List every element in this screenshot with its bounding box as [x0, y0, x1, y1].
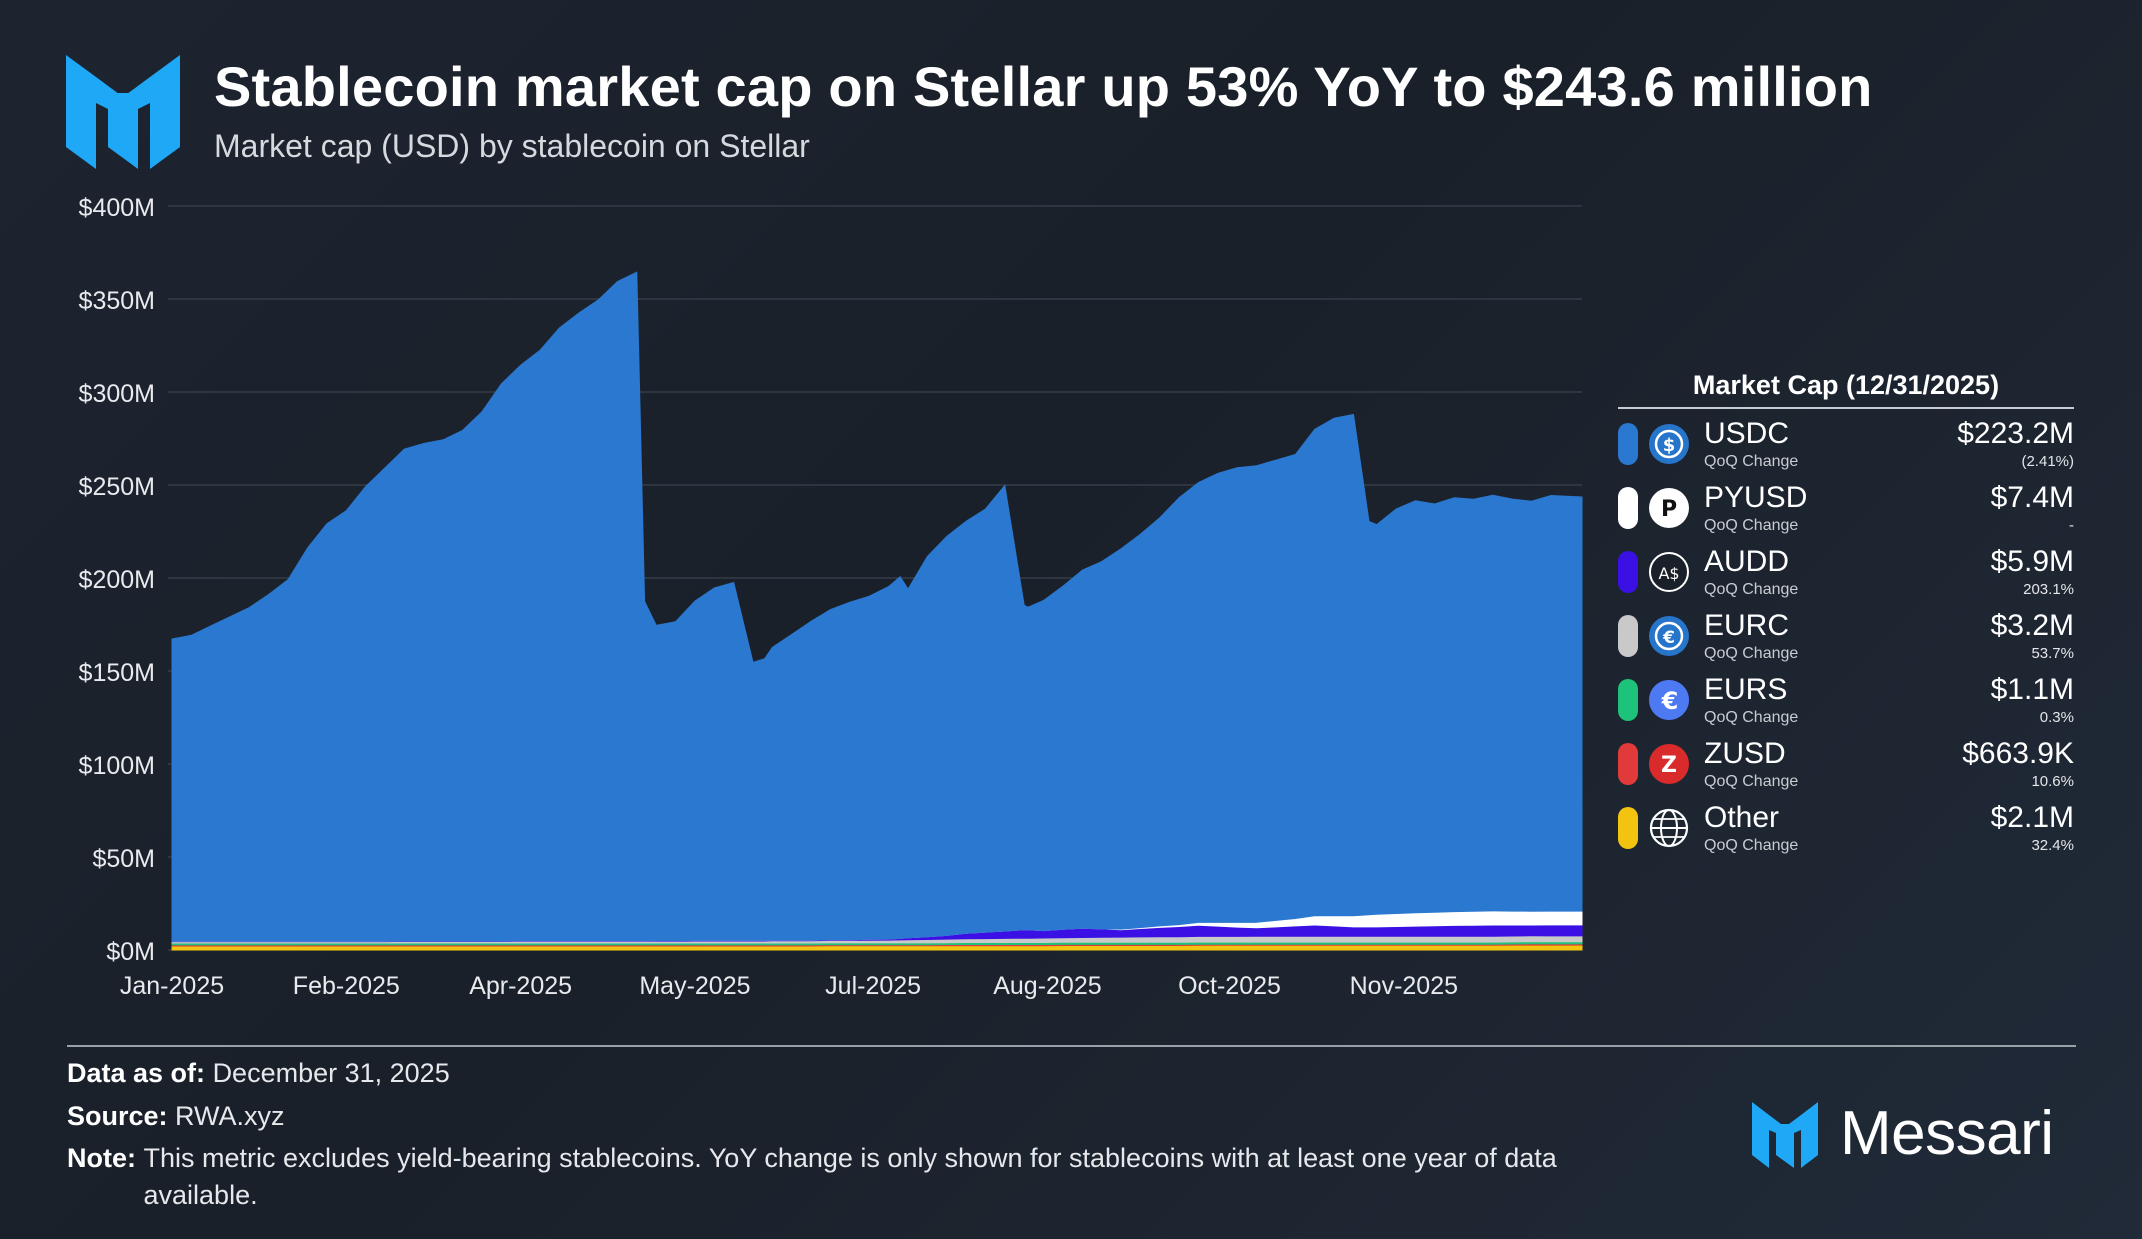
y-tick-label: $150M: [79, 659, 155, 687]
legend-swatch: [1618, 679, 1638, 721]
note: Note: This metric excludes yield-bearing…: [67, 1140, 1667, 1214]
legend-change: (2.41%): [2021, 453, 2074, 470]
legend-value: $5.9M: [1990, 545, 2074, 578]
y-tick-label: $200M: [79, 566, 155, 594]
y-tick-label: $0M: [106, 938, 155, 966]
area-series-other: [171, 945, 1583, 951]
legend-name: PYUSD: [1704, 481, 1808, 514]
legend-change: 53.7%: [2031, 645, 2074, 662]
legend-value: $223.2M: [1957, 417, 2074, 450]
y-tick-label: $300M: [79, 380, 155, 408]
legend-item-usdc: $ USDC QoQ Change $223.2M (2.41%): [1618, 409, 2074, 473]
legend-sub-label: QoQ Change: [1704, 517, 1799, 534]
source-value: RWA.xyz: [175, 1101, 285, 1131]
legend-sub-label: QoQ Change: [1704, 645, 1799, 662]
legend-item-eurc: € EURC QoQ Change $3.2M 53.7%: [1618, 601, 2074, 665]
svg-text:€: €: [1662, 628, 1675, 648]
legend-sub-label: QoQ Change: [1704, 453, 1799, 470]
legend-table: Market Cap (12/31/2025) $ USDC QoQ Change $…: [1618, 370, 2074, 857]
y-tick-label: $100M: [79, 752, 155, 780]
legend-name: AUDD: [1704, 545, 1790, 578]
x-tick-label: Jul-2025: [825, 972, 921, 1000]
legend-swatch: [1618, 807, 1638, 849]
eurc-icon: €: [1648, 615, 1690, 657]
legend-change: 0.3%: [2039, 709, 2074, 726]
source: Source: RWA.xyz: [67, 1101, 285, 1132]
legend-name: ZUSD: [1704, 737, 1786, 770]
legend-swatch: [1618, 551, 1638, 593]
x-tick-label: Feb-2025: [293, 972, 400, 1000]
messari-logo-icon: [66, 55, 180, 169]
y-tick-label: $400M: [79, 194, 155, 222]
x-tick-label: Nov-2025: [1350, 972, 1458, 1000]
globe-icon: [1648, 807, 1690, 849]
legend-value: $7.4M: [1990, 481, 2074, 514]
y-tick-label: $250M: [79, 473, 155, 501]
x-tick-label: Apr-2025: [469, 972, 572, 1000]
legend-item-pyusd: P PYUSD QoQ Change $7.4M -: [1618, 473, 2074, 537]
note-label: Note:: [67, 1143, 136, 1173]
audd-icon: A$: [1648, 551, 1690, 593]
legend-item-eurs: € EURS QoQ Change $1.1M 0.3%: [1618, 665, 2074, 729]
legend-swatch: [1618, 487, 1638, 529]
svg-text:P: P: [1661, 497, 1677, 522]
x-tick-label: May-2025: [639, 972, 750, 1000]
data-as-of-value: December 31, 2025: [212, 1058, 450, 1088]
legend-sub-label: QoQ Change: [1704, 581, 1799, 598]
legend-title: Market Cap (12/31/2025): [1618, 370, 2074, 409]
svg-text:$: $: [1663, 435, 1676, 456]
legend-change: 32.4%: [2031, 837, 2074, 854]
legend-rows: $ USDC QoQ Change $223.2M (2.41%) P PYUSD QoQ C…: [1618, 409, 2074, 857]
legend-value: $3.2M: [1990, 609, 2074, 642]
y-tick-label: $350M: [79, 287, 155, 315]
data-as-of-label: Data as of:: [67, 1058, 206, 1088]
brand-name: Messari: [1840, 1099, 2054, 1168]
legend-sub-label: QoQ Change: [1704, 837, 1799, 854]
svg-text:€: €: [1661, 687, 1679, 715]
stacked-area-chart: $0M $50M $100M $150M $200M $250M $300M $350M $40…: [79, 194, 1583, 1000]
legend-item-audd: A$ AUDD QoQ Change $5.9M 203.1%: [1618, 537, 2074, 601]
zusd-icon: Z: [1648, 743, 1690, 785]
note-text: This metric excludes yield-bearing stabl…: [143, 1143, 1557, 1210]
legend-swatch: [1618, 423, 1638, 465]
svg-text:Z: Z: [1661, 753, 1677, 778]
legend-swatch: [1618, 743, 1638, 785]
y-tick-label: $50M: [92, 845, 155, 873]
legend-change: 203.1%: [2023, 581, 2074, 598]
legend-sub-label: QoQ Change: [1704, 773, 1799, 790]
footer-divider: [1075, 1045, 2076, 1047]
legend-name: USDC: [1704, 417, 1790, 450]
chart-subtitle: Market cap (USD) by stablecoin on Stella…: [214, 128, 810, 164]
legend-name: EURC: [1704, 609, 1790, 642]
usdc-icon: $: [1648, 423, 1690, 465]
legend-value: $1.1M: [1990, 673, 2074, 706]
messari-brand-icon: [1752, 1102, 1818, 1168]
x-tick-label: Aug-2025: [993, 972, 1101, 1000]
x-tick-label: Oct-2025: [1178, 972, 1281, 1000]
svg-text:A$: A$: [1658, 564, 1679, 583]
legend-value: $2.1M: [1990, 801, 2074, 834]
source-label: Source:: [67, 1101, 168, 1131]
legend-item-zusd: Z ZUSD QoQ Change $663.9K 10.6%: [1618, 729, 2074, 793]
legend-swatch: [1618, 615, 1638, 657]
legend-change: -: [2069, 517, 2074, 534]
chart-title: Stablecoin market cap on Stellar up 53% …: [214, 55, 1873, 118]
footer-divider: [67, 1045, 1075, 1047]
legend-name: Other: [1704, 801, 1780, 834]
legend-sub-label: QoQ Change: [1704, 709, 1799, 726]
area-series-usdc: [171, 271, 1583, 943]
legend-item-other: Other QoQ Change $2.1M 32.4%: [1618, 793, 2074, 857]
eurs-icon: €: [1648, 679, 1690, 721]
legend-value: $663.9K: [1962, 737, 2074, 770]
x-tick-label: Jan-2025: [120, 972, 224, 1000]
legend-change: 10.6%: [2031, 773, 2074, 790]
data-as-of: Data as of: December 31, 2025: [67, 1058, 450, 1089]
legend-name: EURS: [1704, 673, 1788, 706]
pyusd-icon: P: [1648, 487, 1690, 529]
